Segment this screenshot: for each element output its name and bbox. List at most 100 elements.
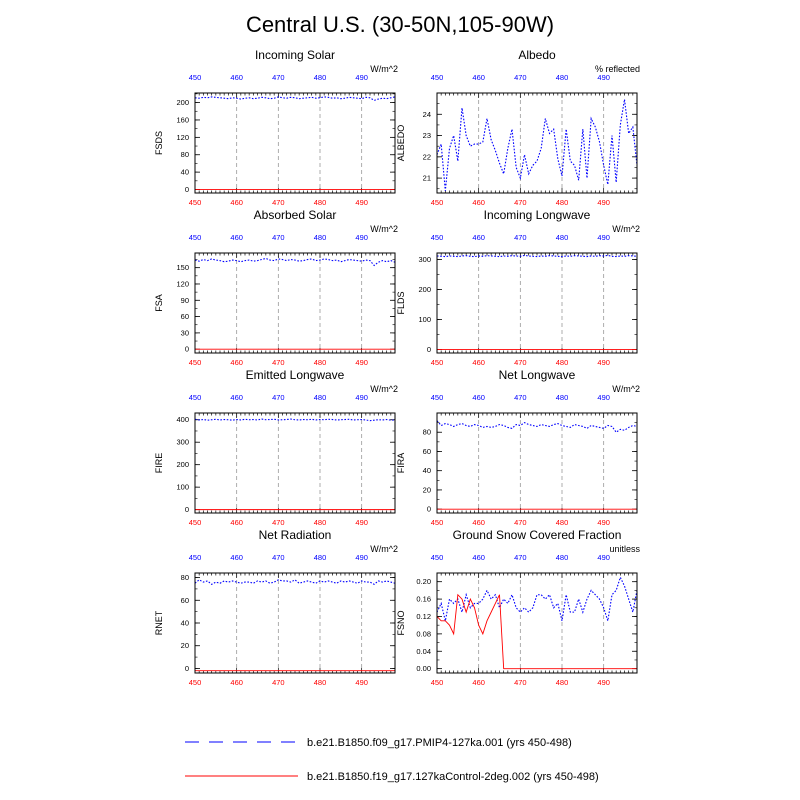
- y-tick-label: 21: [423, 174, 431, 183]
- y-tick-label: 0: [185, 185, 189, 194]
- x-tick-label: 490: [597, 358, 610, 367]
- x-tick-label: 470: [514, 198, 527, 207]
- plot-frame: [436, 92, 638, 194]
- units-label: W/m^2: [370, 544, 398, 554]
- x-tick-label: 490: [355, 198, 368, 207]
- x-tick-label: 460: [472, 198, 485, 207]
- x-tick-label-top: 460: [472, 553, 485, 562]
- panel-title: Ground Snow Covered Fraction: [453, 528, 622, 542]
- panel-title: Absorbed Solar: [254, 208, 337, 222]
- x-tick-label: 480: [556, 518, 569, 527]
- x-tick-label-top: 450: [189, 393, 202, 402]
- y-tick-label: 0: [185, 664, 189, 673]
- panel-fsa: Absorbed Solar W/m^2 FSA 450 450 460 460 470 470…: [154, 208, 398, 367]
- y-tick-label: 60: [181, 596, 189, 605]
- x-tick-label-top: 490: [355, 73, 368, 82]
- x-tick-label-top: 490: [597, 73, 610, 82]
- legend-label-b: b.e21.B1850.f19_g17.127kaControl-2deg.00…: [307, 771, 599, 783]
- panel-fsds: Incoming Solar W/m^2 FSDS 450 450 460 460 470 47…: [154, 48, 398, 207]
- plot-frame: [436, 252, 638, 354]
- x-tick-label: 480: [314, 518, 327, 527]
- y-axis-label: FLDS: [396, 291, 406, 314]
- series-line-pmip4: [436, 575, 638, 621]
- x-tick-label-top: 460: [230, 393, 243, 402]
- x-tick-label-top: 470: [272, 233, 285, 242]
- y-tick-label: 80: [181, 573, 189, 582]
- x-tick-label: 480: [314, 358, 327, 367]
- y-tick-label: 40: [181, 168, 189, 177]
- x-tick-label-top: 450: [189, 233, 202, 242]
- x-tick-label-top: 490: [355, 553, 368, 562]
- x-tick-label-top: 470: [514, 73, 527, 82]
- series-line-pmip4: [436, 254, 638, 258]
- series-line-pmip4: [194, 418, 396, 422]
- x-tick-label: 480: [556, 198, 569, 207]
- plot-frame: [194, 252, 396, 354]
- x-tick-label-top: 490: [597, 393, 610, 402]
- y-tick-label: 80: [181, 150, 189, 159]
- y-tick-label: 30: [181, 328, 189, 337]
- units-label: unitless: [609, 544, 640, 554]
- x-tick-label-top: 450: [431, 233, 444, 242]
- x-tick-label: 470: [272, 198, 285, 207]
- x-tick-label-top: 450: [189, 553, 202, 562]
- x-tick-label-top: 480: [314, 393, 327, 402]
- y-tick-label: 160: [176, 115, 189, 124]
- y-tick-label: 0.00: [416, 664, 431, 673]
- units-label: W/m^2: [612, 224, 640, 234]
- y-tick-label: 120: [176, 279, 189, 288]
- x-tick-label: 460: [230, 198, 243, 207]
- y-tick-label: 0.12: [416, 612, 431, 621]
- panel-rnet: Net Radiation W/m^2 RNET 450 450 460 460 470 470…: [154, 528, 398, 687]
- x-tick-label: 470: [272, 358, 285, 367]
- y-tick-label: 22: [423, 152, 431, 161]
- units-label: % reflected: [595, 64, 640, 74]
- y-tick-label: 0.08: [416, 629, 431, 638]
- x-tick-label-top: 470: [514, 393, 527, 402]
- x-tick-label-top: 450: [431, 73, 444, 82]
- y-tick-label: 60: [181, 312, 189, 321]
- x-tick-label: 480: [314, 678, 327, 687]
- x-tick-label-top: 460: [472, 393, 485, 402]
- y-tick-label: 0.20: [416, 577, 431, 586]
- x-tick-label: 450: [431, 198, 444, 207]
- x-tick-label: 470: [514, 678, 527, 687]
- y-tick-label: 0: [185, 505, 189, 514]
- x-tick-label-top: 490: [597, 233, 610, 242]
- panel-fsno: Ground Snow Covered Fraction unitless FSNO…: [396, 528, 641, 687]
- x-tick-label-top: 480: [556, 233, 569, 242]
- x-tick-label-top: 480: [556, 393, 569, 402]
- x-tick-label-top: 480: [556, 553, 569, 562]
- series-line-pmip4: [194, 96, 396, 101]
- legend: b.e21.B1850.f09_g17.PMIP4-127ka.001 (yrs…: [185, 737, 599, 783]
- y-tick-label: 60: [423, 447, 431, 456]
- y-tick-label: 24: [423, 110, 431, 119]
- y-tick-label: 0: [185, 345, 189, 354]
- x-tick-label: 470: [272, 518, 285, 527]
- x-tick-label-top: 470: [514, 553, 527, 562]
- y-tick-label: 20: [423, 485, 431, 494]
- y-tick-label: 20: [181, 641, 189, 650]
- y-axis-label: FSNO: [396, 610, 406, 635]
- plot-frame: [194, 572, 396, 674]
- y-tick-label: 0: [427, 505, 431, 514]
- x-tick-label: 490: [355, 358, 368, 367]
- x-tick-label-top: 460: [230, 553, 243, 562]
- y-tick-label: 0.04: [416, 647, 431, 656]
- y-tick-label: 200: [418, 285, 431, 294]
- y-tick-label: 40: [181, 619, 189, 628]
- x-tick-label-top: 450: [431, 393, 444, 402]
- x-tick-label: 450: [431, 358, 444, 367]
- x-tick-label: 490: [597, 678, 610, 687]
- y-tick-label: 100: [176, 483, 189, 492]
- y-tick-label: 120: [176, 133, 189, 142]
- x-tick-label: 480: [314, 198, 327, 207]
- x-tick-label: 480: [556, 358, 569, 367]
- x-tick-label: 460: [230, 678, 243, 687]
- x-tick-label: 460: [472, 358, 485, 367]
- units-label: W/m^2: [370, 384, 398, 394]
- y-axis-label: RNET: [154, 610, 164, 635]
- legend-label-a: b.e21.B1850.f09_g17.PMIP4-127ka.001 (yrs…: [307, 737, 572, 749]
- x-tick-label-top: 460: [230, 73, 243, 82]
- x-tick-label-top: 470: [272, 553, 285, 562]
